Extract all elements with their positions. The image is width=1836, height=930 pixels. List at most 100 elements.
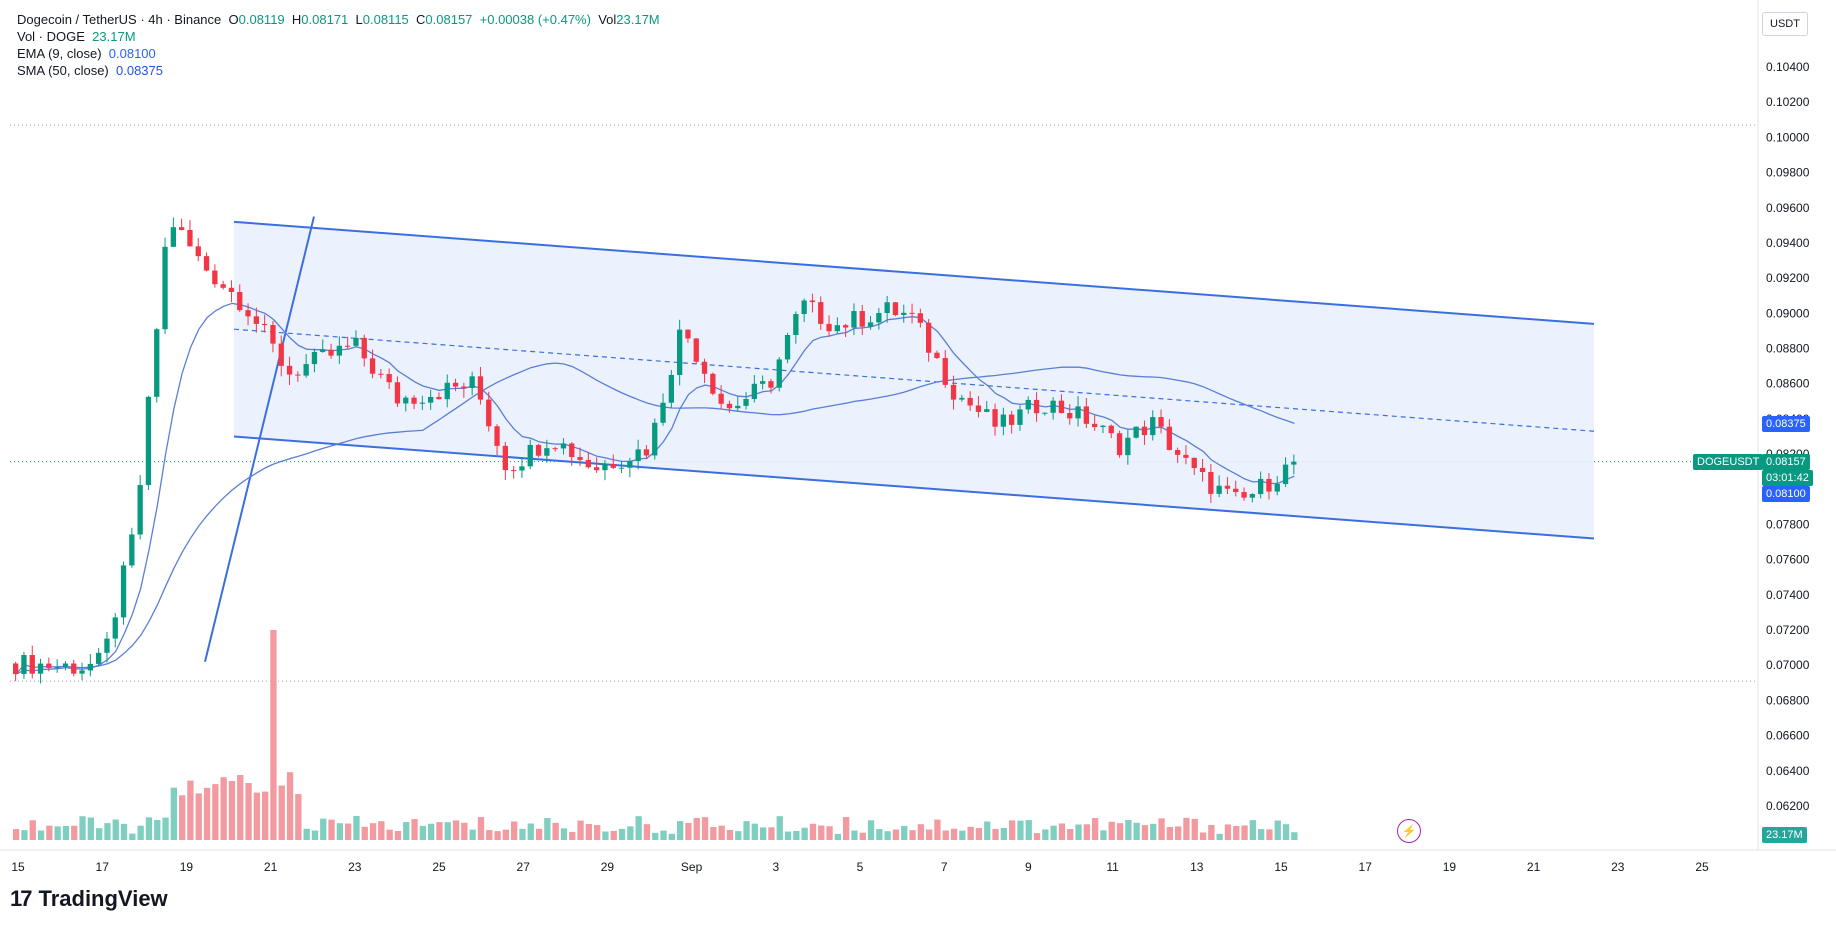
volume-bar	[461, 822, 468, 840]
candle-body	[710, 373, 716, 394]
volume-bar	[469, 829, 476, 840]
volume-bar	[477, 817, 485, 840]
volume-bar	[535, 828, 543, 840]
candle-body	[577, 457, 583, 460]
candle-body	[262, 323, 268, 326]
y-tick-label: 0.07600	[1766, 553, 1810, 567]
candle-body	[1274, 484, 1280, 492]
y-tick-label: 0.07000	[1766, 658, 1810, 672]
volume-bar	[892, 829, 900, 840]
parallel-channel[interactable]	[204, 216, 1595, 662]
y-tick-label: 0.06800	[1766, 693, 1810, 707]
volume-bar	[295, 794, 302, 840]
x-tick-label: 25	[432, 860, 446, 874]
chart-legend: Dogecoin / TetherUS · 4h · Binance O0.08…	[17, 11, 660, 79]
candle-body	[1133, 426, 1139, 438]
candle-body	[112, 617, 118, 639]
candle-body	[793, 314, 799, 336]
volume-bar	[1258, 829, 1265, 840]
candle-body	[552, 448, 558, 450]
currency-button[interactable]: USDT	[1762, 12, 1808, 36]
volume-bar	[170, 787, 177, 840]
candle-body	[685, 329, 691, 339]
volume-bar	[1216, 833, 1223, 840]
volume-bar	[627, 826, 634, 840]
candle-body	[237, 292, 243, 311]
candle-body	[751, 383, 757, 400]
volume-bar	[179, 795, 186, 840]
volume-bar	[278, 785, 285, 840]
x-tick-label: 3	[772, 860, 779, 874]
volume-bar	[71, 825, 78, 840]
candle-body	[403, 397, 409, 404]
candle-body	[452, 382, 459, 387]
volume-bar	[361, 826, 368, 840]
volume-bar	[187, 780, 194, 840]
y-tick-label: 0.10200	[1766, 95, 1810, 109]
channel-upper-line	[233, 220, 1595, 325]
candle-body	[892, 302, 899, 315]
volume-bar	[776, 816, 783, 840]
volume-bar	[328, 819, 335, 840]
x-tick-label: 27	[517, 860, 531, 874]
tradingview-logo[interactable]: 17 TradingView	[10, 886, 168, 912]
candle-body	[917, 313, 923, 323]
y-tick-label: 0.07800	[1766, 517, 1810, 531]
volume-bar	[668, 833, 675, 840]
x-tick-label: 11	[1106, 860, 1119, 874]
candle-body	[975, 405, 982, 412]
volume-bar	[527, 823, 534, 840]
volume-bar	[120, 823, 128, 840]
volume-bar	[950, 828, 958, 840]
candle-body	[934, 352, 940, 358]
volume-bar	[685, 822, 692, 840]
time-axis[interactable]: 15 17 19 21 23 25 27 29 Sep 3 5 7 9 11 13 15 17 19 21 23 25	[0, 849, 1836, 874]
candle-body	[1150, 417, 1156, 436]
candle-body	[1083, 406, 1089, 424]
candle-body	[1249, 494, 1255, 498]
y-tick-label: 0.09600	[1766, 201, 1810, 215]
candle-body	[336, 345, 342, 356]
volume-bar	[834, 833, 841, 840]
volume-bar	[560, 828, 568, 840]
volume-bar	[502, 829, 509, 840]
y-tick-label: 0.09400	[1766, 236, 1810, 250]
volume-bar	[29, 820, 36, 840]
volume-bar	[104, 823, 111, 840]
candle-body	[477, 376, 484, 400]
volume-bar	[1125, 820, 1132, 840]
vol-label: Vol	[598, 12, 617, 27]
lightning-icon[interactable]: ⚡	[1397, 819, 1421, 843]
y-tick-label: 0.06200	[1766, 799, 1810, 813]
volume-bar	[843, 817, 850, 840]
symbol-title[interactable]: Dogecoin / TetherUS · 4h · Binance	[17, 12, 222, 27]
candle-body	[195, 246, 201, 257]
volume-bar	[46, 825, 53, 840]
legend-ema-row[interactable]: EMA (9, close) 0.08100	[17, 45, 660, 62]
candle-body	[992, 409, 998, 427]
volume-bars	[13, 630, 1298, 840]
channel-lower-line	[233, 435, 1595, 540]
legend-sma-row[interactable]: SMA (50, close) 0.08375	[17, 62, 660, 79]
volume-bar	[585, 824, 592, 840]
candle-body	[1258, 478, 1264, 495]
candle-body	[776, 359, 782, 388]
candle-body	[760, 381, 766, 384]
volume-bar	[1282, 824, 1290, 840]
volume-bar	[1249, 820, 1256, 840]
candle-body	[162, 246, 168, 330]
volume-bar	[552, 822, 559, 840]
candle-body	[37, 663, 44, 674]
candle-body	[1141, 426, 1148, 436]
candle-body	[1075, 406, 1081, 419]
trend-pole-line	[204, 216, 315, 662]
volume-bar	[403, 822, 410, 840]
open-value: 0.08119	[238, 12, 285, 27]
high-value: 0.08171	[301, 12, 349, 27]
x-tick-label: 21	[1527, 860, 1541, 874]
volume-bar	[801, 827, 808, 840]
candle-body	[203, 256, 210, 271]
legend-volume-row[interactable]: Vol · DOGE 23.17M	[17, 28, 660, 45]
ema-value: 0.08100	[108, 46, 156, 61]
